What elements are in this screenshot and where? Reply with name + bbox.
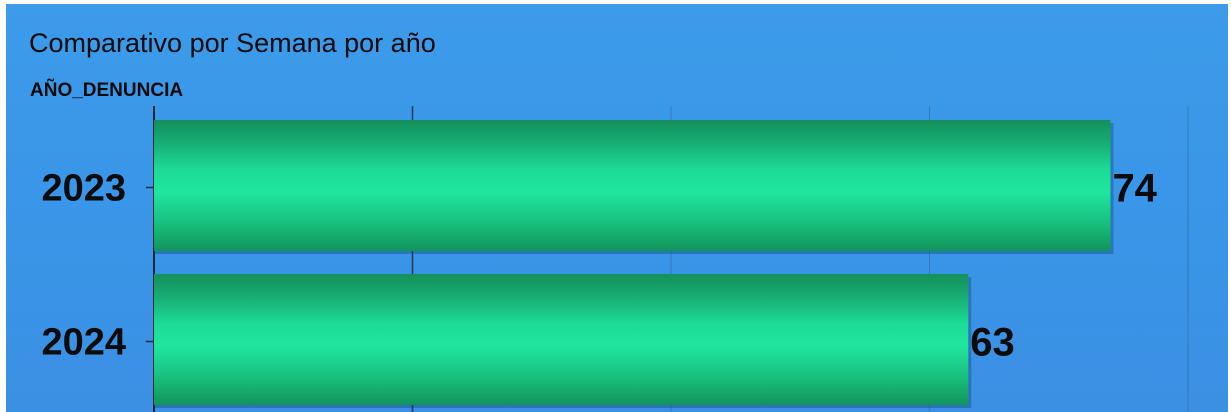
bar-2023[interactable] [154,120,1111,251]
bar-chart: 2023 74 2024 63 [41,106,1189,412]
chart-panel: Comparativo por Semana por año AÑO_DENUN… [6,4,1228,412]
data-label: 63 [970,321,1015,365]
category-label: 2024 [41,322,126,364]
data-label: 74 [1112,167,1157,211]
y-axis-title: AÑO_DENUNCIA [30,80,184,101]
bar-2024[interactable] [154,274,969,405]
category-label: 2023 [41,168,126,210]
chart-title: Comparativo por Semana por año [29,28,436,58]
